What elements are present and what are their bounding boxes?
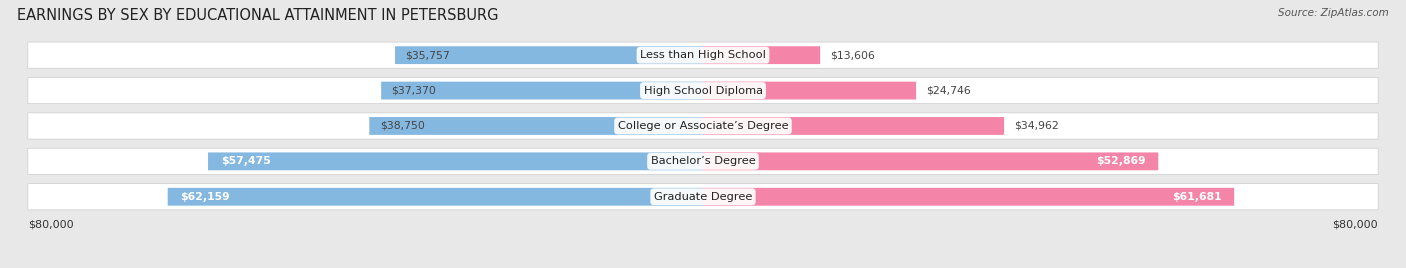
Text: $37,370: $37,370	[391, 85, 436, 96]
Text: $34,962: $34,962	[1014, 121, 1059, 131]
FancyBboxPatch shape	[395, 46, 703, 64]
Text: $24,746: $24,746	[927, 85, 972, 96]
Text: Less than High School: Less than High School	[640, 50, 766, 60]
FancyBboxPatch shape	[703, 46, 820, 64]
FancyBboxPatch shape	[381, 82, 703, 99]
Text: Bachelor’s Degree: Bachelor’s Degree	[651, 156, 755, 166]
FancyBboxPatch shape	[28, 113, 1378, 139]
Text: EARNINGS BY SEX BY EDUCATIONAL ATTAINMENT IN PETERSBURG: EARNINGS BY SEX BY EDUCATIONAL ATTAINMEN…	[17, 8, 498, 23]
FancyBboxPatch shape	[703, 152, 1159, 170]
Text: $57,475: $57,475	[221, 156, 271, 166]
Text: High School Diploma: High School Diploma	[644, 85, 762, 96]
FancyBboxPatch shape	[28, 148, 1378, 174]
FancyBboxPatch shape	[703, 117, 1004, 135]
FancyBboxPatch shape	[703, 188, 1234, 206]
Text: Graduate Degree: Graduate Degree	[654, 192, 752, 202]
FancyBboxPatch shape	[208, 152, 703, 170]
FancyBboxPatch shape	[167, 188, 703, 206]
Text: Source: ZipAtlas.com: Source: ZipAtlas.com	[1278, 8, 1389, 18]
Text: $80,000: $80,000	[1333, 220, 1378, 230]
FancyBboxPatch shape	[703, 82, 917, 99]
Text: $35,757: $35,757	[405, 50, 450, 60]
Text: $61,681: $61,681	[1171, 192, 1222, 202]
FancyBboxPatch shape	[370, 117, 703, 135]
Text: $52,869: $52,869	[1095, 156, 1146, 166]
Text: $38,750: $38,750	[380, 121, 425, 131]
Text: $62,159: $62,159	[180, 192, 231, 202]
Text: $80,000: $80,000	[28, 220, 73, 230]
Text: College or Associate’s Degree: College or Associate’s Degree	[617, 121, 789, 131]
Text: $13,606: $13,606	[831, 50, 876, 60]
FancyBboxPatch shape	[28, 184, 1378, 210]
FancyBboxPatch shape	[28, 77, 1378, 104]
FancyBboxPatch shape	[28, 42, 1378, 68]
